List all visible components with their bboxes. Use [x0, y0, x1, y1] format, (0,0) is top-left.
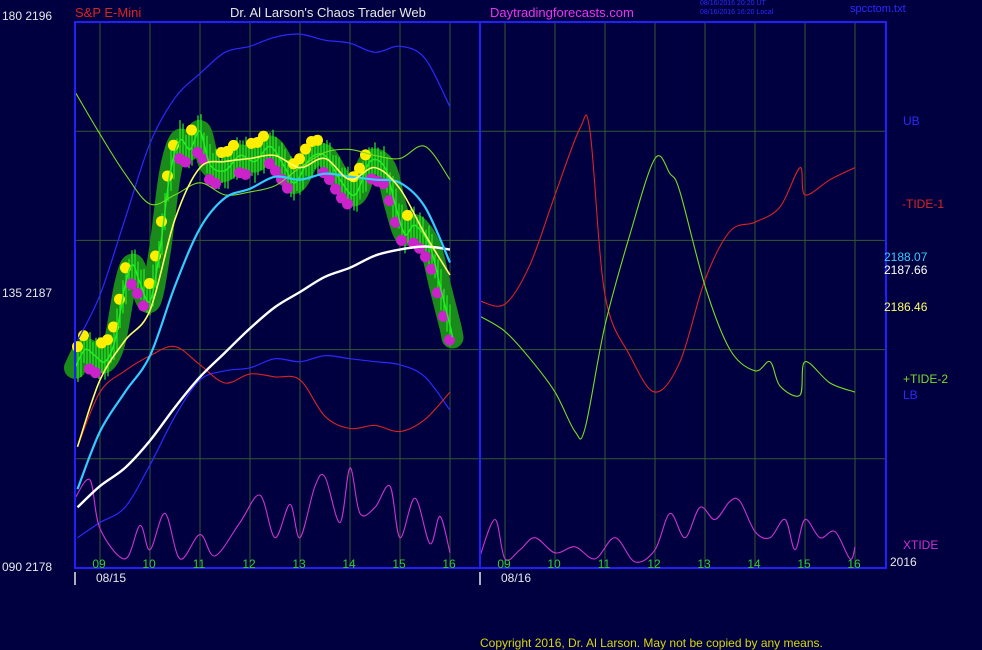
- tide-minus-1-line: [76, 345, 451, 447]
- falling-dot: [390, 216, 401, 228]
- falling-dot: [126, 278, 137, 290]
- series-label-ub: UB: [903, 114, 920, 128]
- y-axis-label-mid: 135 2187: [2, 286, 52, 300]
- falling-dot: [396, 234, 407, 246]
- rising-dot: [120, 262, 131, 274]
- x-tick-label: 14: [342, 557, 356, 571]
- falling-dot: [132, 287, 143, 299]
- series-label-lb: LB: [903, 388, 918, 402]
- x-tick-label: 16: [442, 557, 456, 571]
- xtide-line: [74, 467, 451, 560]
- y-axis-label-top: 180 2196: [2, 9, 52, 23]
- rising-dot: [228, 139, 239, 151]
- y-axis-label-bottom: 090 2178: [2, 560, 52, 574]
- series-label-tide-minus-1: -TIDE-1: [902, 197, 944, 211]
- falling-dot: [438, 310, 449, 322]
- x-tick-label: 13: [697, 557, 711, 571]
- rising-dot: [72, 341, 83, 353]
- upper-band-line: [76, 33, 451, 341]
- x-tick-label: 09: [92, 557, 106, 571]
- rising-dot: [108, 321, 119, 333]
- falling-dot: [324, 173, 335, 185]
- x-tick-label: 14: [747, 557, 761, 571]
- falling-dot: [240, 168, 251, 180]
- falling-dot: [270, 165, 281, 177]
- timestamp-local: 08/16/2016 16:20 Local: [700, 9, 774, 16]
- year-label: 2016: [890, 555, 917, 569]
- rising-dot: [300, 143, 311, 155]
- x-tick-label: 11: [193, 557, 206, 571]
- rising-dot: [258, 130, 269, 142]
- falling-dot: [210, 177, 221, 189]
- rising-dot: [186, 124, 197, 136]
- value-label-ema-slow: 2186.46: [884, 300, 928, 314]
- chart-series-layer: [64, 33, 856, 563]
- x-tick-label: 12: [647, 557, 661, 571]
- lower-band-line: [77, 355, 451, 539]
- falling-dot: [384, 195, 395, 207]
- x-tick-label: 15: [797, 557, 811, 571]
- series-label-xtide: XTIDE: [903, 538, 938, 552]
- date-label-day1: 08/15: [96, 571, 126, 585]
- x-tick-label: 10: [547, 557, 561, 571]
- series-label-tide-plus-2: +TIDE-2: [903, 372, 948, 386]
- x-tick-label: 10: [142, 557, 156, 571]
- x-tick-label: 15: [392, 557, 406, 571]
- rising-dot: [144, 277, 155, 289]
- x-tick-label: 16: [847, 557, 861, 571]
- ema-fast-line: [76, 154, 451, 447]
- rising-dot: [156, 215, 167, 227]
- x-tick-label: 11: [598, 557, 611, 571]
- falling-dot: [426, 263, 437, 275]
- falling-dot: [342, 198, 353, 210]
- tide-plus-2-line: [74, 91, 451, 206]
- site-link[interactable]: Daytradingforecasts.com: [490, 5, 634, 20]
- tide-plus-2-forecast-line: [479, 155, 856, 440]
- x-tick-label: 09: [497, 557, 511, 571]
- falling-dot: [282, 182, 293, 194]
- chart-title: Dr. Al Larson's Chaos Trader Web: [230, 5, 426, 20]
- rising-dot: [294, 153, 305, 165]
- tide-minus-1-forecast-line: [479, 114, 856, 393]
- chart-frame: [74, 21, 887, 569]
- xtide-forecast-line: [479, 497, 856, 563]
- instrument-label: S&P E-Mini: [75, 5, 142, 20]
- date-label-day2: 08/16: [501, 571, 531, 585]
- data-file-label: spcctom.txt: [850, 3, 906, 15]
- x-tick-label: 12: [242, 557, 256, 571]
- chart-grid: [75, 22, 886, 568]
- x-tick-label: 13: [292, 557, 306, 571]
- value-label-ema-fast: 2187.66: [884, 263, 928, 277]
- falling-dot: [420, 251, 431, 263]
- ema-mid-line: [76, 172, 452, 490]
- rising-dot: [78, 330, 89, 342]
- rising-dot: [354, 162, 365, 174]
- rising-dot: [402, 209, 413, 221]
- timestamp-ut: 08/16/2016 20:20 UT: [700, 0, 766, 7]
- falling-dot: [444, 334, 455, 346]
- price-line: [74, 130, 454, 369]
- rising-dot: [162, 170, 173, 182]
- falling-dot: [330, 183, 341, 195]
- falling-dot: [90, 367, 101, 379]
- ema-slow-line: [76, 245, 451, 509]
- x-axis-ticks: 09 10 11 12 13 14 15 16 09 10 11 12 13 14 15 16: [74, 557, 861, 585]
- rising-dot: [102, 334, 113, 346]
- rising-dot: [312, 134, 323, 146]
- falling-dot: [180, 156, 191, 168]
- falling-dot: [432, 287, 443, 299]
- value-label-ema-mid: 2188.07: [884, 250, 928, 264]
- falling-dot: [138, 300, 149, 312]
- falling-dot: [264, 158, 275, 170]
- copyright-notice: Copyright 2016, Dr. Al Larson. May not b…: [480, 636, 823, 650]
- rising-dot: [360, 149, 371, 161]
